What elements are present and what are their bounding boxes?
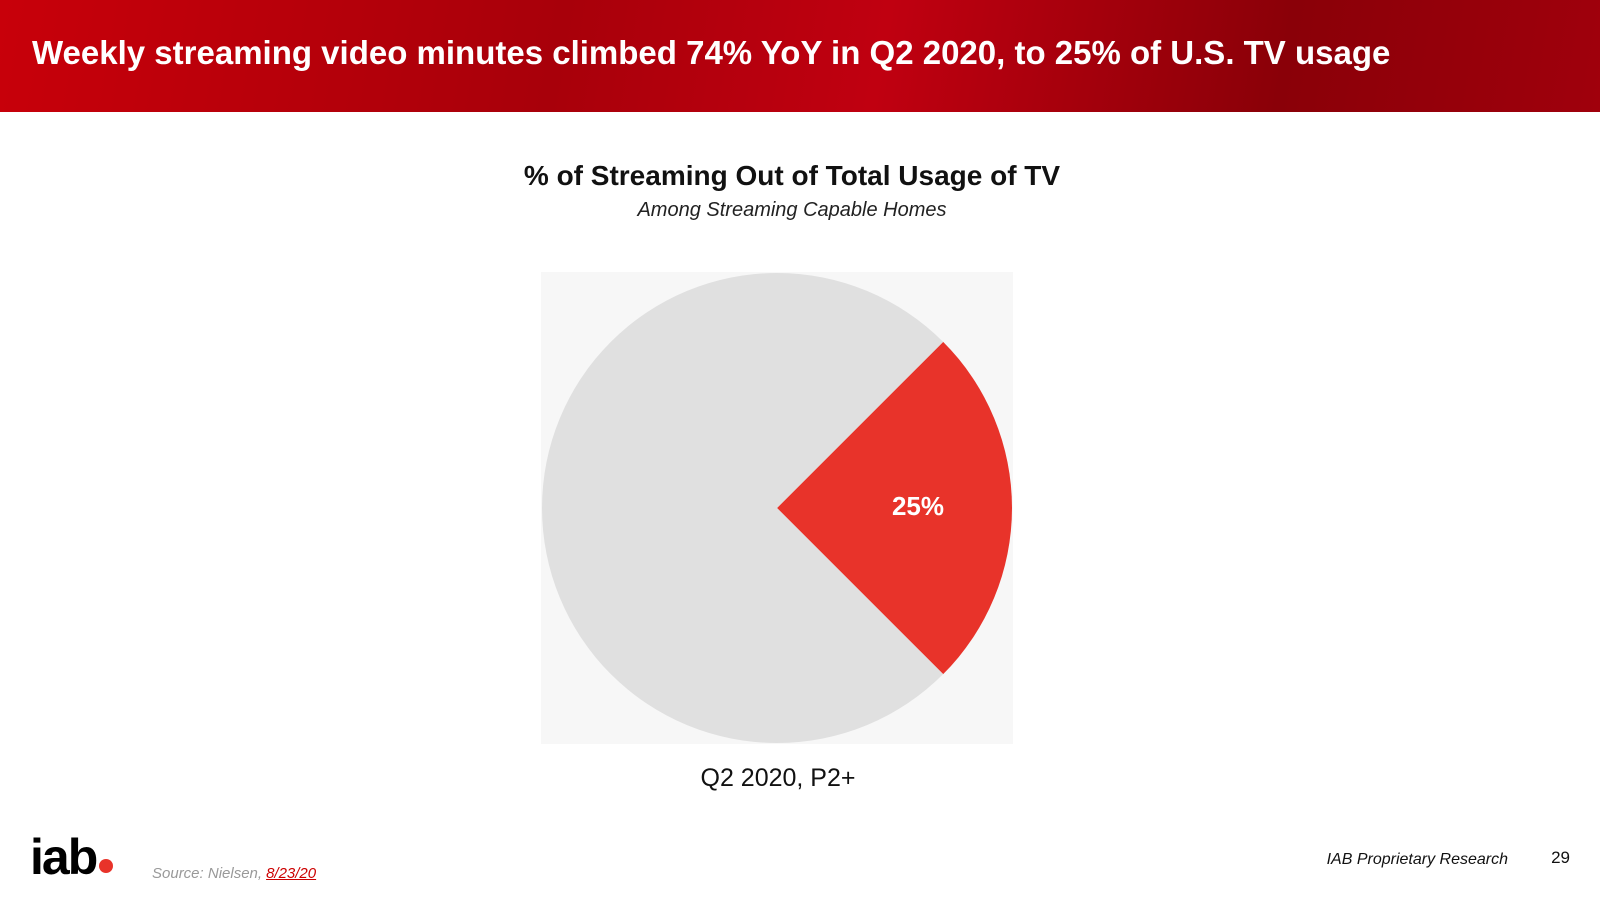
source-link[interactable]: 8/23/20	[266, 865, 317, 882]
logo: iab	[30, 828, 114, 886]
pie-slice	[542, 272, 944, 743]
pie-slice	[777, 341, 1012, 675]
source: Source: Nielsen, 8/23/20	[152, 865, 316, 882]
slide-title: Weekly streaming video minutes climbed 7…	[32, 34, 1391, 71]
slice-label: 25%	[892, 491, 944, 521]
chart-subtitle: Among Streaming Capable Homes	[637, 199, 947, 221]
chart-title: % of Streaming Out of Total Usage of TV	[523, 160, 1061, 191]
chart-category-label: Q2 2020, P2+	[700, 764, 856, 792]
logo-text: iab	[30, 829, 98, 885]
logo-dot	[99, 859, 114, 873]
page-number: 29	[1551, 848, 1570, 867]
source-text: Source: Nielsen,	[152, 865, 263, 882]
header-banner: Weekly streaming video minutes climbed 7…	[0, 0, 1600, 112]
footer-note: IAB Proprietary Research	[1326, 851, 1508, 868]
